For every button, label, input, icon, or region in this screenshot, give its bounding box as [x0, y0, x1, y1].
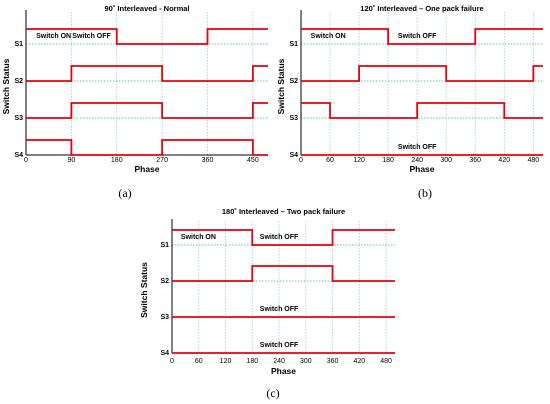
signal-line-s2	[26, 65, 268, 82]
chart-title: 90˚ Interleaved - Normal	[104, 4, 189, 13]
chart-c: 180˚ Interleaved – Two pack failure S1 S2 S…	[139, 207, 395, 376]
signal-line-s3	[301, 102, 543, 119]
x-tick-label: 300	[300, 358, 312, 365]
x-tick-label: 240	[411, 157, 423, 164]
chart-title: 180˚ Interleaved – Two pack failure	[222, 207, 345, 216]
signal-line-s1	[172, 229, 395, 246]
x-tick-label: 0	[24, 157, 28, 164]
y-axis-title: Switch Status	[139, 262, 149, 318]
annotation-label: Switch OFF	[260, 342, 299, 349]
annotation-label: Switch OFF	[260, 234, 299, 241]
row-label-s4: S4	[289, 152, 298, 159]
chart-b: 120˚ Interleaved – One pack failureS1S2S…	[276, 4, 543, 174]
annotation-label: Switch ON	[181, 234, 216, 241]
x-tick-label: 420	[498, 157, 510, 164]
caption-c: (c)	[266, 386, 280, 400]
x-axis-title: Phase	[134, 164, 159, 174]
row-label-s4: S4	[14, 152, 23, 159]
row-label-s1: S1	[14, 41, 23, 48]
x-tick-label: 420	[353, 358, 365, 365]
x-tick-label: 120	[353, 157, 365, 164]
x-tick-label: 450	[247, 157, 259, 164]
x-tick-label: 180	[246, 358, 258, 365]
x-tick-label: 180	[382, 157, 394, 164]
signal-line-s1	[301, 28, 543, 45]
x-axis-title: Phase	[409, 164, 434, 174]
y-axis-title: Switch Status	[276, 58, 286, 114]
signal-line-s1	[26, 28, 268, 45]
x-tick-label: 300	[440, 157, 452, 164]
annotation-label: Switch OFF	[398, 144, 437, 151]
x-tick-label: 360	[327, 358, 339, 365]
x-tick-label: 180	[111, 157, 123, 164]
chart-panel-a: 90˚ Interleaved - Normal S1 S2 S3 S4 Switch S…	[0, 0, 275, 174]
x-tick-label: 0	[170, 358, 174, 365]
row-label-s3: S3	[14, 115, 23, 122]
annotation-label: Switch ON	[36, 33, 71, 40]
signal-line-s2	[301, 65, 543, 82]
caption-a: (a)	[118, 186, 132, 200]
x-tick-label: 360	[202, 157, 214, 164]
x-tick-label: 240	[273, 358, 285, 365]
annotation-label: Switch ON	[311, 33, 346, 40]
row-label-s3: S3	[160, 314, 169, 321]
signal-line-s4	[26, 139, 268, 156]
x-tick-label: 480	[527, 157, 539, 164]
row-label-s2: S2	[160, 278, 169, 285]
x-tick-label: 60	[195, 358, 203, 365]
annotation-label: Switch OFF	[398, 33, 437, 40]
x-axis-title: Phase	[271, 366, 296, 376]
row-label-s4: S4	[160, 350, 169, 357]
annotation-label: Switch OFF	[72, 33, 111, 40]
x-tick-label: 270	[156, 157, 168, 164]
signal-line-s2	[172, 265, 395, 282]
annotation-label: Switch OFF	[260, 306, 299, 313]
x-tick-label: 90	[67, 157, 75, 164]
chart-panel-b: 120˚ Interleaved – One pack failure S1 S2 S…	[275, 0, 550, 174]
chart-title: 120˚ Interleaved – One pack failure	[360, 4, 483, 13]
signal-line-s3	[26, 102, 268, 119]
chart-a: 90˚ Interleaved - Normal S1 S2 S3 S4 Switch S…	[1, 4, 268, 174]
row-label-s1: S1	[289, 41, 298, 48]
caption-b: (b)	[418, 186, 432, 200]
x-tick-label: 120	[220, 358, 232, 365]
x-tick-label: 60	[326, 157, 334, 164]
row-label-s3: S3	[289, 115, 298, 122]
y-axis-title: Switch Status	[1, 58, 11, 114]
x-tick-label: 0	[299, 157, 303, 164]
x-tick-label: 360	[469, 157, 481, 164]
row-label-s1: S1	[160, 242, 169, 249]
x-tick-label: 480	[380, 358, 392, 365]
row-label-s2: S2	[14, 78, 23, 85]
row-label-s2: S2	[289, 78, 298, 85]
chart-panel-c: 180˚ Interleaved – Two pack failure S1 S2 S…	[138, 200, 413, 378]
